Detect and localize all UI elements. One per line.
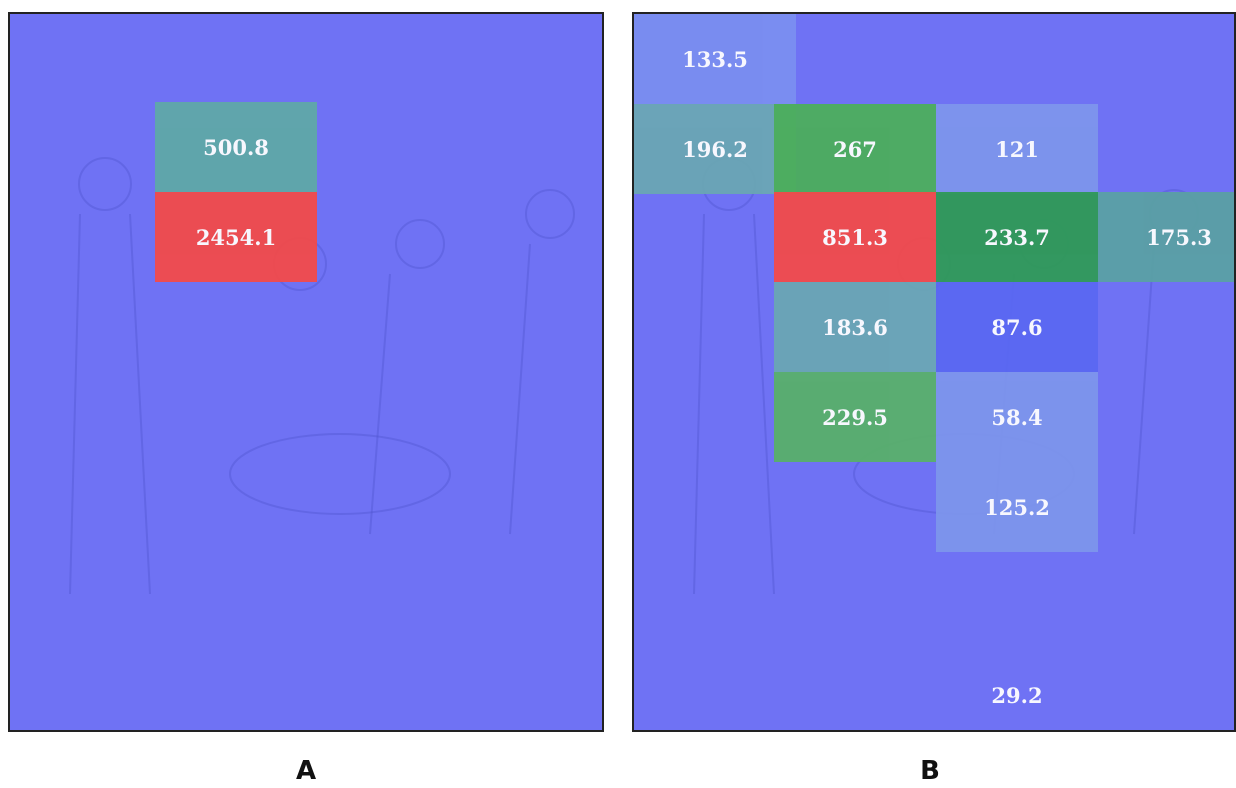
heat-cell: 229.5 [774, 372, 936, 462]
heat-cell: 125.2 [936, 462, 1098, 552]
heat-cell: 851.3 [774, 192, 936, 282]
heat-cell: 58.4 [936, 372, 1098, 462]
heat-cell: 267 [774, 104, 936, 194]
heat-cell: 121 [936, 104, 1098, 194]
heat-cell: 133.5 [634, 14, 796, 104]
heat-cell: 87.6 [936, 282, 1098, 372]
heat-cell: 175.3 [1098, 192, 1236, 282]
panel-label: A [276, 756, 336, 786]
heat-cell: 183.6 [774, 282, 936, 372]
heat-cell: 500.8 [155, 102, 317, 192]
panel-label: B [900, 756, 960, 786]
heat-cell: 233.7 [936, 192, 1098, 282]
heat-cell: 2454.1 [155, 192, 317, 282]
page: 500.82454.1 133.5196.2267121851.3233.717… [0, 0, 1236, 788]
heat-cell: 29.2 [936, 650, 1098, 732]
heat-cell: 196.2 [634, 104, 796, 194]
